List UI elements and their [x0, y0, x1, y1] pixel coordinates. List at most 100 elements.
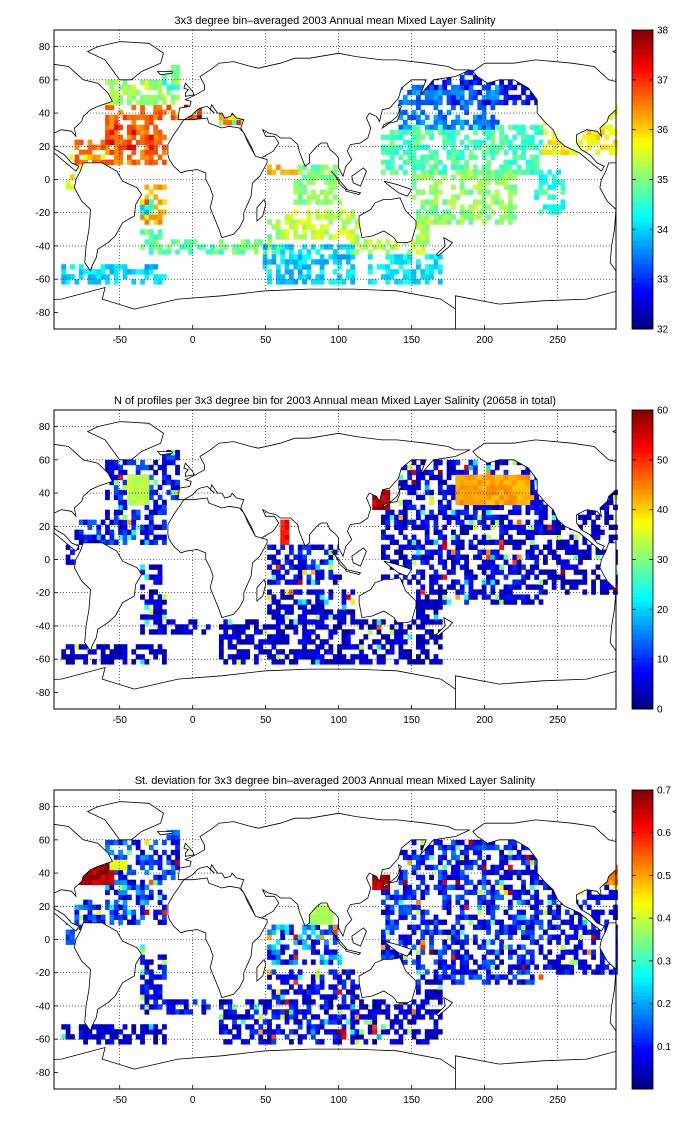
- colorbar-label: 50: [657, 455, 669, 466]
- data-cell: [411, 84, 417, 91]
- data-cell: [389, 259, 395, 265]
- data-cell: [324, 259, 329, 265]
- data-cell: [140, 484, 145, 491]
- data-cell: [218, 644, 224, 650]
- data-cell: [148, 269, 154, 275]
- data-cell: [521, 969, 526, 975]
- data-cell: [315, 169, 321, 175]
- data-cell: [310, 234, 316, 240]
- data-cell: [402, 1009, 408, 1015]
- data-cell: [599, 129, 605, 136]
- data-cell: [289, 549, 294, 555]
- data-cell: [398, 909, 404, 915]
- data-cell: [416, 279, 421, 285]
- data-cell: [337, 229, 342, 235]
- data-cell: [153, 214, 159, 220]
- colorbar-segment: [632, 193, 653, 199]
- data-cell: [113, 99, 119, 106]
- data-cell: [284, 654, 290, 660]
- colorbar-segment: [632, 44, 653, 50]
- data-cell: [385, 134, 391, 141]
- data-cell: [315, 544, 321, 550]
- data-cell: [446, 94, 452, 101]
- data-cell: [455, 459, 461, 466]
- data-cell: [332, 924, 338, 930]
- data-cell: [328, 589, 334, 595]
- data-cell: [411, 484, 417, 491]
- data-cell: [529, 974, 535, 980]
- data-cell: [455, 474, 461, 481]
- data-cell: [529, 894, 535, 901]
- data-cell: [411, 244, 417, 250]
- data-cell: [105, 494, 110, 501]
- data-cell: [529, 959, 535, 965]
- data-cell: [433, 574, 439, 580]
- data-cell: [551, 209, 557, 215]
- data-cell: [380, 1029, 386, 1035]
- colorbar-segment: [632, 676, 653, 682]
- data-cell: [389, 639, 395, 645]
- data-cell: [433, 209, 439, 215]
- data-cell: [345, 259, 351, 265]
- data-cell: [433, 969, 439, 975]
- data-cell: [446, 219, 452, 225]
- data-cell: [398, 544, 404, 550]
- data-cell: [297, 184, 303, 190]
- data-cell: [494, 954, 500, 960]
- data-cell: [499, 99, 504, 106]
- data-cell: [297, 1019, 303, 1025]
- data-cell: [525, 139, 531, 146]
- data-cell: [556, 559, 561, 565]
- data-cell: [472, 524, 478, 530]
- data-cell: [153, 1034, 159, 1040]
- data-cell: [578, 144, 583, 150]
- data-cell: [293, 189, 299, 195]
- data-cell: [96, 914, 102, 920]
- data-cell: [407, 924, 413, 930]
- data-cell: [162, 654, 167, 660]
- data-cell: [105, 529, 110, 535]
- data-cell: [144, 229, 150, 235]
- data-cell: [372, 1024, 377, 1030]
- data-cell: [148, 844, 154, 851]
- data-cell: [486, 124, 491, 131]
- data-cell: [416, 874, 421, 881]
- data-cell: [140, 269, 145, 275]
- data-cell: [464, 914, 469, 920]
- data-cell: [416, 859, 421, 866]
- data-cell: [70, 659, 75, 665]
- data-cell: [494, 489, 500, 496]
- data-cell: [227, 119, 233, 126]
- data-cell: [153, 604, 159, 610]
- data-cell: [472, 889, 478, 896]
- data-cell: [109, 79, 115, 86]
- data-cell: [275, 164, 281, 170]
- data-cell: [582, 549, 588, 555]
- data-cell: [302, 1034, 307, 1040]
- colorbar-segment: [632, 508, 653, 514]
- data-cell: [446, 484, 452, 491]
- data-cell: [586, 554, 592, 560]
- data-cell: [481, 179, 487, 185]
- data-cell: [407, 559, 413, 565]
- data-cell: [490, 134, 496, 141]
- data-cell: [140, 909, 145, 915]
- data-cell: [468, 214, 474, 220]
- data-cell: [451, 204, 456, 210]
- data-cell: [275, 634, 281, 640]
- data-cell: [175, 859, 180, 866]
- data-cell: [153, 1024, 159, 1030]
- data-cell: [293, 1014, 299, 1020]
- data-cell: [170, 239, 176, 245]
- panel-profile-count: N of profiles per 3x3 degree bin for 200…: [36, 395, 669, 726]
- data-cell: [490, 949, 496, 955]
- data-cell: [319, 279, 325, 285]
- data-cell: [227, 654, 233, 660]
- data-cell: [367, 624, 373, 630]
- data-cell: [560, 179, 566, 185]
- data-cell: [297, 234, 303, 240]
- data-cell: [302, 199, 307, 205]
- data-cell: [433, 604, 439, 610]
- data-cell: [481, 199, 487, 205]
- data-cell: [569, 549, 575, 555]
